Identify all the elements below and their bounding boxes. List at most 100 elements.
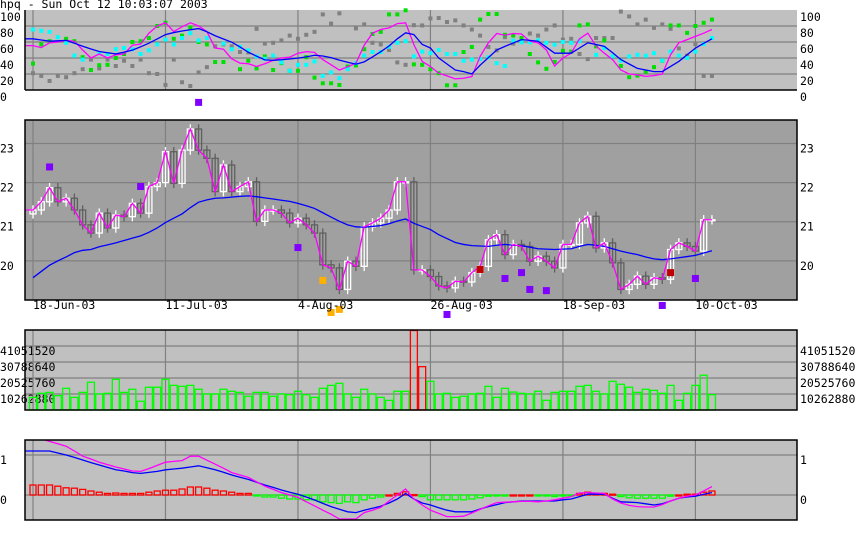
y-tick-label-right: 20525760 [800, 376, 855, 390]
y-tick-label-right: 60 [800, 42, 814, 56]
green-dot [262, 54, 267, 59]
gray-dot [213, 44, 218, 49]
green-dot [80, 55, 85, 60]
cyan-dot [229, 47, 234, 52]
green-dot [478, 17, 483, 22]
green-dot [544, 66, 549, 71]
green-dot [469, 44, 474, 49]
macd-histogram-bar [112, 492, 120, 496]
green-dot [64, 36, 69, 41]
cyan-dot [146, 48, 151, 53]
cyan-dot [312, 59, 317, 64]
macd-histogram-bar [261, 494, 269, 498]
macd-histogram-bar [451, 494, 459, 501]
cyan-dot [610, 54, 615, 59]
green-dot [643, 69, 648, 74]
green-dot [519, 36, 524, 40]
gray-dot [635, 22, 640, 27]
green-dot [320, 81, 325, 86]
gray-dot [320, 12, 325, 17]
y-tick-label-left: 100 [0, 10, 21, 24]
orange-signal-marker [335, 305, 343, 313]
panel-border [24, 119, 798, 301]
macd-histogram-bar [666, 494, 675, 497]
green-dot [560, 48, 565, 53]
cyan-dot [39, 28, 44, 33]
gray-dot [31, 71, 35, 76]
macd-histogram-bar [79, 488, 87, 496]
x-tick-label: 4-Aug-03 [298, 298, 353, 312]
gray-dot [88, 57, 93, 62]
macd-histogram-bar [136, 492, 145, 496]
y-tick-label-left: 40 [0, 58, 14, 72]
macd-histogram-bar [120, 492, 128, 496]
macd-histogram-bar [517, 494, 526, 497]
cyan-dot [196, 38, 201, 43]
macd-histogram-bar [170, 489, 178, 496]
gray-dot [287, 33, 292, 38]
macd-histogram-bar [542, 494, 551, 497]
macd-histogram-bar [426, 494, 435, 501]
y-tick-label-left: 20 [0, 74, 14, 88]
macd-histogram-bar [277, 494, 286, 499]
cyan-dot [478, 57, 483, 62]
macd-histogram-bar [228, 491, 236, 496]
cyan-dot [660, 58, 665, 63]
gray-dot [403, 62, 408, 67]
purple-signal-marker [542, 287, 550, 295]
x-tick-label: 11-Jul-03 [165, 298, 227, 312]
green-dot [362, 47, 367, 52]
cyan-dot [180, 36, 185, 40]
cyan-dot [246, 48, 251, 53]
cyan-dot [362, 53, 367, 58]
y-tick-label-left: 0 [0, 90, 7, 104]
y-tick-label-right: 1 [800, 453, 807, 467]
macd-histogram-bar [203, 487, 211, 496]
cyan-dot [155, 42, 160, 47]
macd-histogram-bar [153, 490, 161, 496]
macd-histogram-bar [70, 487, 79, 496]
y-tick-label-right: 0 [800, 493, 807, 507]
gray-dot [80, 67, 85, 72]
green-dot [146, 36, 151, 40]
gray-dot [461, 23, 466, 28]
panel-border [24, 329, 798, 411]
cyan-dot [55, 35, 60, 40]
green-dot [395, 12, 400, 17]
cyan-dot [544, 40, 549, 45]
gray-dot [610, 36, 615, 40]
gray-dot [602, 36, 607, 40]
cyan-dot [569, 40, 574, 45]
macd-histogram-bar [642, 494, 650, 499]
cyan-dot [709, 36, 714, 40]
cyan-dot [370, 50, 375, 54]
gray-dot [627, 14, 632, 19]
cyan-dot [171, 42, 176, 47]
purple-signal-marker [691, 274, 699, 282]
cyan-dot [287, 68, 292, 73]
green-dot [652, 65, 656, 70]
y-tick-label-right: 0 [800, 90, 807, 104]
y-tick-label-right: 41051520 [800, 344, 855, 358]
purple-signal-marker [443, 310, 451, 318]
panel-background [25, 440, 797, 520]
gray-dot [453, 18, 458, 23]
y-tick-label-right: 100 [800, 10, 821, 24]
cyan-dot [635, 52, 640, 57]
green-dot [420, 62, 425, 67]
green-dot [213, 60, 218, 64]
green-dot [627, 75, 632, 80]
chart-title: hpq - Sun Oct 12 10:03:07 2003 [0, 0, 208, 11]
cyan-dot [602, 46, 607, 50]
macd-histogram-bar [484, 494, 493, 497]
y-tick-label-right: 22 [800, 181, 814, 195]
purple-signal-marker [518, 269, 526, 277]
cyan-dot [420, 49, 425, 54]
gray-dot [163, 82, 168, 87]
cyan-dot [320, 73, 325, 78]
macd-histogram-bar [385, 494, 393, 497]
cyan-dot [428, 51, 433, 56]
gray-dot [39, 73, 44, 78]
green-dot [221, 60, 226, 64]
cyan-dot [345, 67, 350, 72]
